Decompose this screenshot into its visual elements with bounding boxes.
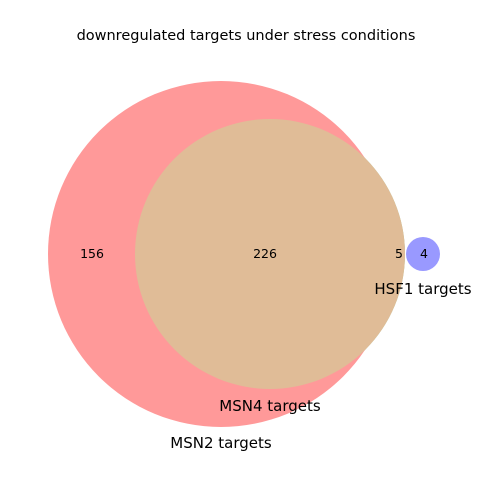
count-msn2-msn4: 226 <box>253 246 277 261</box>
label-hsf1-targets: HSF1 targets <box>374 280 471 298</box>
count-hsf1-only: 4 <box>420 246 428 261</box>
label-msn2-targets: MSN2 targets <box>170 434 272 452</box>
hsf1-circle <box>406 237 440 271</box>
count-msn2-only: 156 <box>80 246 104 261</box>
label-msn4-targets: MSN4 targets <box>219 397 321 415</box>
count-msn4-only: 5 <box>395 246 403 261</box>
msn2-msn4-overlap <box>135 119 405 389</box>
diagram-title: downregulated targets under stress condi… <box>77 28 416 44</box>
